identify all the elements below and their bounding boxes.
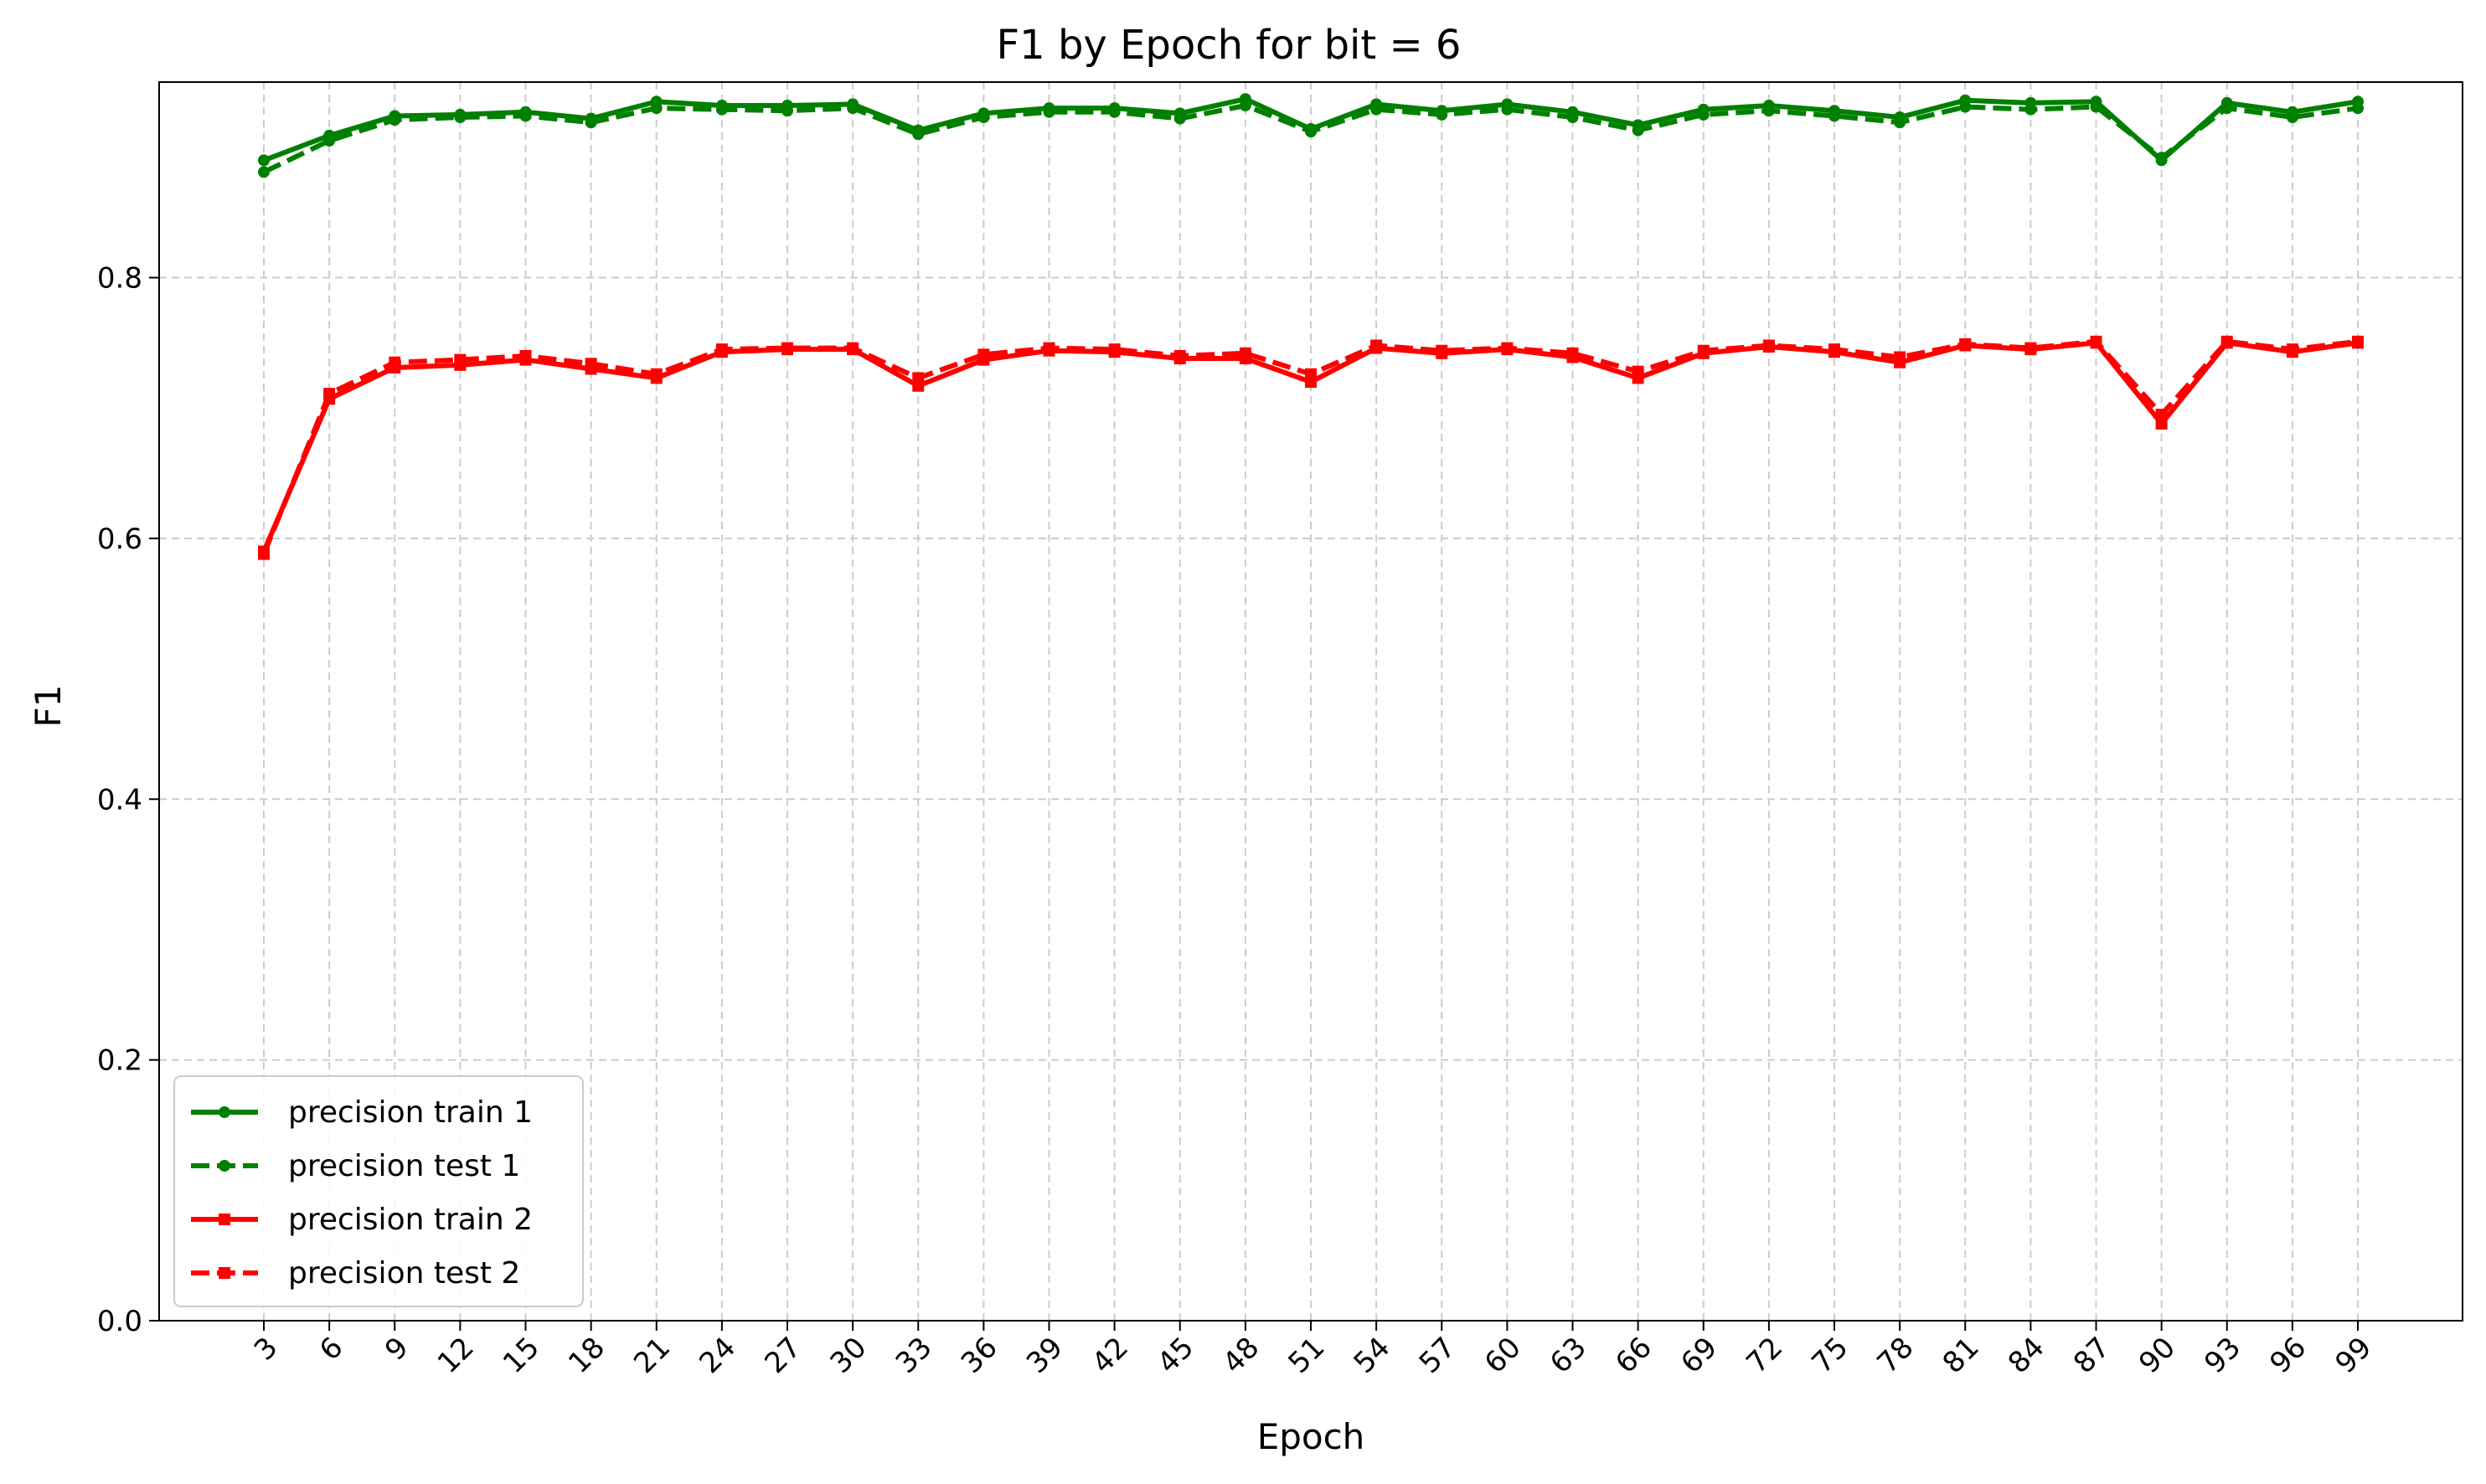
data-point [2220, 335, 2233, 348]
data-point [1370, 103, 1383, 116]
data-point [1108, 106, 1121, 118]
data-point [781, 342, 793, 354]
data-point [847, 102, 859, 115]
data-point [912, 372, 925, 384]
y-tick-label: 0.4 [97, 783, 142, 817]
data-point [1762, 339, 1775, 352]
data-point [454, 353, 467, 366]
series-precision-test-1 [258, 100, 2364, 178]
data-point [1894, 351, 1906, 363]
x-axis-label: Epoch [1257, 1416, 1365, 1457]
data-point [650, 368, 663, 380]
data-point [1436, 344, 1448, 357]
data-point [389, 114, 401, 126]
data-point [1762, 105, 1775, 117]
data-point [1828, 110, 1840, 122]
data-point [2220, 102, 2233, 115]
data-point [2286, 111, 2298, 124]
data-point [585, 358, 597, 370]
legend-item: precision train 1 [191, 1095, 533, 1130]
data-point [1305, 368, 1317, 380]
y-tick-label: 0.8 [97, 262, 142, 296]
data-point [1239, 347, 1251, 359]
data-point [1173, 112, 1186, 125]
data-point [1043, 106, 1055, 118]
data-point [1959, 100, 1972, 113]
y-tick-label: 0.2 [97, 1044, 142, 1078]
legend-marker [219, 1106, 230, 1118]
data-point [847, 342, 859, 354]
grid [159, 82, 2463, 1321]
data-point [1566, 347, 1579, 359]
data-point [2155, 408, 2168, 420]
data-point [2024, 342, 2037, 354]
data-point [650, 102, 663, 115]
data-point [2155, 417, 2168, 430]
legend-label: precision test 1 [288, 1149, 520, 1183]
data-point [1566, 111, 1579, 124]
data-point [912, 128, 925, 141]
data-point [781, 105, 793, 117]
data-point [1959, 338, 1972, 350]
data-point [2352, 335, 2364, 348]
data-point [715, 343, 728, 356]
data-point [1305, 126, 1317, 138]
y-axis: 0.0 0.2 0.4 0.6 0.8 [97, 262, 159, 1338]
legend-box [173, 1075, 584, 1307]
y-tick-label: 0.6 [97, 523, 142, 556]
data-point [1828, 343, 1840, 356]
data-point [1501, 103, 1514, 116]
data-point [1108, 343, 1121, 356]
legend-item: precision test 2 [191, 1256, 520, 1291]
data-point [258, 154, 270, 167]
data-point [2286, 343, 2298, 356]
legend-item: precision test 1 [191, 1149, 520, 1183]
data-point [977, 348, 990, 361]
series-precision-test-2 [258, 335, 2364, 560]
data-point [1632, 365, 1644, 378]
data-point [454, 111, 467, 124]
data-point [323, 135, 336, 147]
data-point [258, 548, 270, 560]
legend-marker [219, 1267, 230, 1279]
legend-item: precision train 2 [191, 1203, 533, 1237]
data-point [1173, 349, 1186, 362]
data-point [323, 388, 336, 400]
data-point [1894, 116, 1906, 129]
chart-title: F1 by Epoch for bit = 6 [997, 22, 1462, 69]
legend-label: precision train 1 [288, 1095, 533, 1130]
data-point [2090, 335, 2102, 348]
data-point [2352, 102, 2364, 115]
data-point [519, 110, 532, 122]
data-point [258, 166, 270, 178]
data-point [585, 116, 597, 129]
data-point [1501, 342, 1514, 354]
legend-marker [219, 1160, 230, 1172]
legend: precision train 1 precision test 1 precisi… [173, 1075, 584, 1307]
data-point [1239, 100, 1251, 112]
legend-marker [219, 1213, 230, 1225]
series-layer [258, 93, 2364, 560]
data-point [1436, 108, 1448, 121]
legend-label: precision train 2 [288, 1203, 533, 1237]
y-axis-label: F1 [28, 685, 69, 728]
y-tick-label: 0.0 [97, 1305, 142, 1338]
data-point [2024, 103, 2037, 116]
data-point [2155, 152, 2168, 164]
data-point [1043, 342, 1055, 354]
data-point [389, 356, 401, 368]
data-point [1697, 344, 1710, 357]
legend-label: precision test 2 [288, 1256, 520, 1291]
data-point [977, 111, 990, 124]
data-point [1697, 108, 1710, 121]
data-point [1632, 124, 1644, 137]
data-point [2090, 100, 2102, 113]
data-point [1370, 339, 1383, 352]
data-point [715, 103, 728, 116]
data-point [519, 349, 532, 362]
